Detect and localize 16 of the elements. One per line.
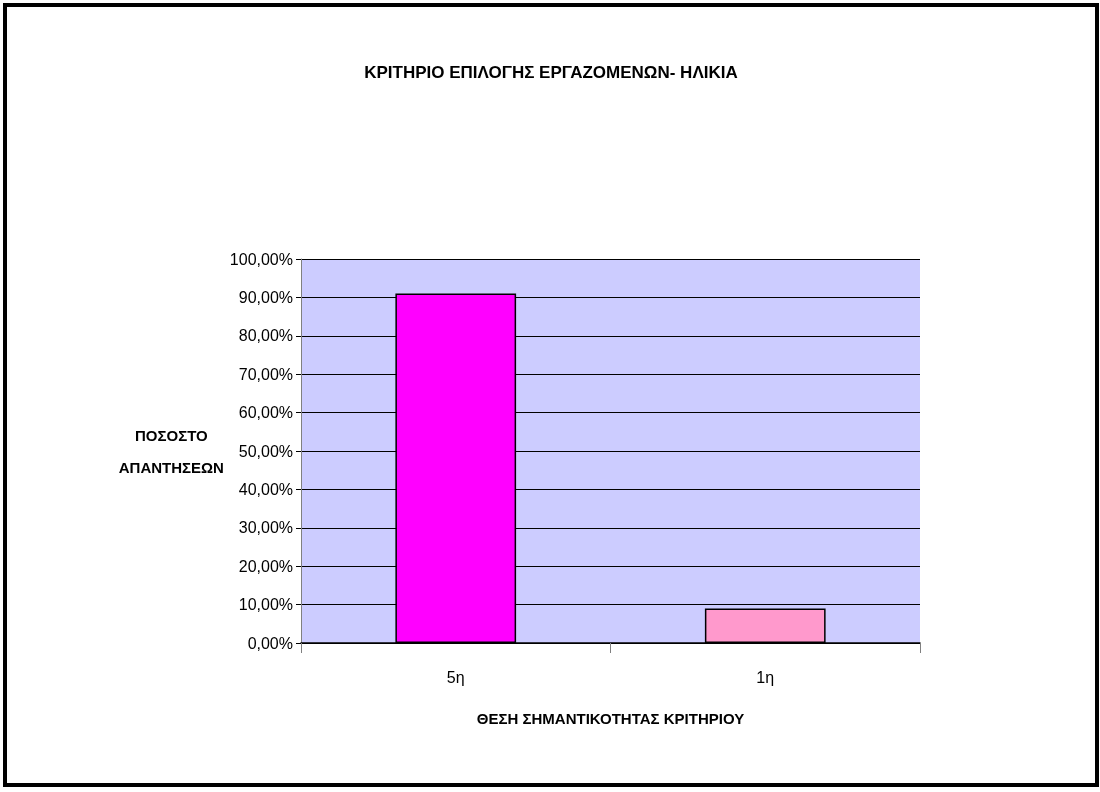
y-tick-label: 100,00%	[229, 250, 293, 268]
x-tick-label: 5η	[446, 668, 465, 686]
y-tick-label: 70,00%	[238, 365, 293, 383]
y-tick-label: 30,00%	[238, 519, 293, 537]
x-tick-label: 1η	[756, 668, 775, 686]
y-tick-label: 10,00%	[238, 596, 293, 614]
y-tick-label: 50,00%	[238, 442, 293, 460]
y-tick-label: 80,00%	[238, 327, 293, 345]
y-tick-label: 20,00%	[238, 557, 293, 575]
y-tick-label: 60,00%	[238, 404, 293, 422]
x-axis-title: ΘΕΣΗ ΣΗΜΑΝΤΙΚΟΤΗΤΑΣ ΚΡΙΤΗΡΙΟΥ	[476, 710, 745, 727]
y-tick-label: 0,00%	[247, 634, 293, 652]
y-tick-label: 90,00%	[238, 288, 293, 306]
y-axis-title: ΠΟΣΟΣΤΟ ΑΠΑΝΤΗΣΕΩΝ	[118, 426, 224, 476]
y-tick-label: 40,00%	[238, 480, 293, 498]
chart-title: ΚΡΙΤΗΡΙΟ ΕΠΙΛΟΓΗΣ ΕΡΓΑΖΟΜΕΝΩΝ- ΗΛΙΚΙΑ	[364, 63, 738, 82]
